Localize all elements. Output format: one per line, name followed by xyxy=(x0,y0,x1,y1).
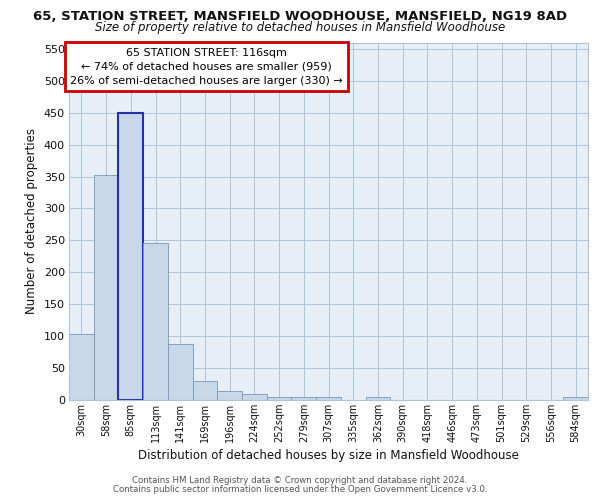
Bar xyxy=(365,397,390,400)
Bar xyxy=(118,114,143,400)
Text: 65 STATION STREET: 116sqm
← 74% of detached houses are smaller (959)
26% of semi: 65 STATION STREET: 116sqm ← 74% of detac… xyxy=(70,48,343,86)
Bar xyxy=(563,397,588,400)
Text: 65, STATION STREET, MANSFIELD WOODHOUSE, MANSFIELD, NG19 8AD: 65, STATION STREET, MANSFIELD WOODHOUSE,… xyxy=(33,10,567,23)
Bar xyxy=(168,344,193,400)
Text: Contains public sector information licensed under the Open Government Licence v3: Contains public sector information licen… xyxy=(113,484,487,494)
Y-axis label: Number of detached properties: Number of detached properties xyxy=(25,128,38,314)
Bar xyxy=(193,381,217,400)
Bar xyxy=(292,397,316,400)
Text: Contains HM Land Registry data © Crown copyright and database right 2024.: Contains HM Land Registry data © Crown c… xyxy=(132,476,468,485)
Text: Size of property relative to detached houses in Mansfield Woodhouse: Size of property relative to detached ho… xyxy=(95,21,505,34)
Bar xyxy=(242,394,267,400)
Bar xyxy=(69,334,94,400)
Bar xyxy=(217,391,242,400)
Bar xyxy=(143,243,168,400)
Bar xyxy=(267,397,292,400)
Bar xyxy=(316,397,341,400)
X-axis label: Distribution of detached houses by size in Mansfield Woodhouse: Distribution of detached houses by size … xyxy=(138,449,519,462)
Bar xyxy=(94,174,118,400)
